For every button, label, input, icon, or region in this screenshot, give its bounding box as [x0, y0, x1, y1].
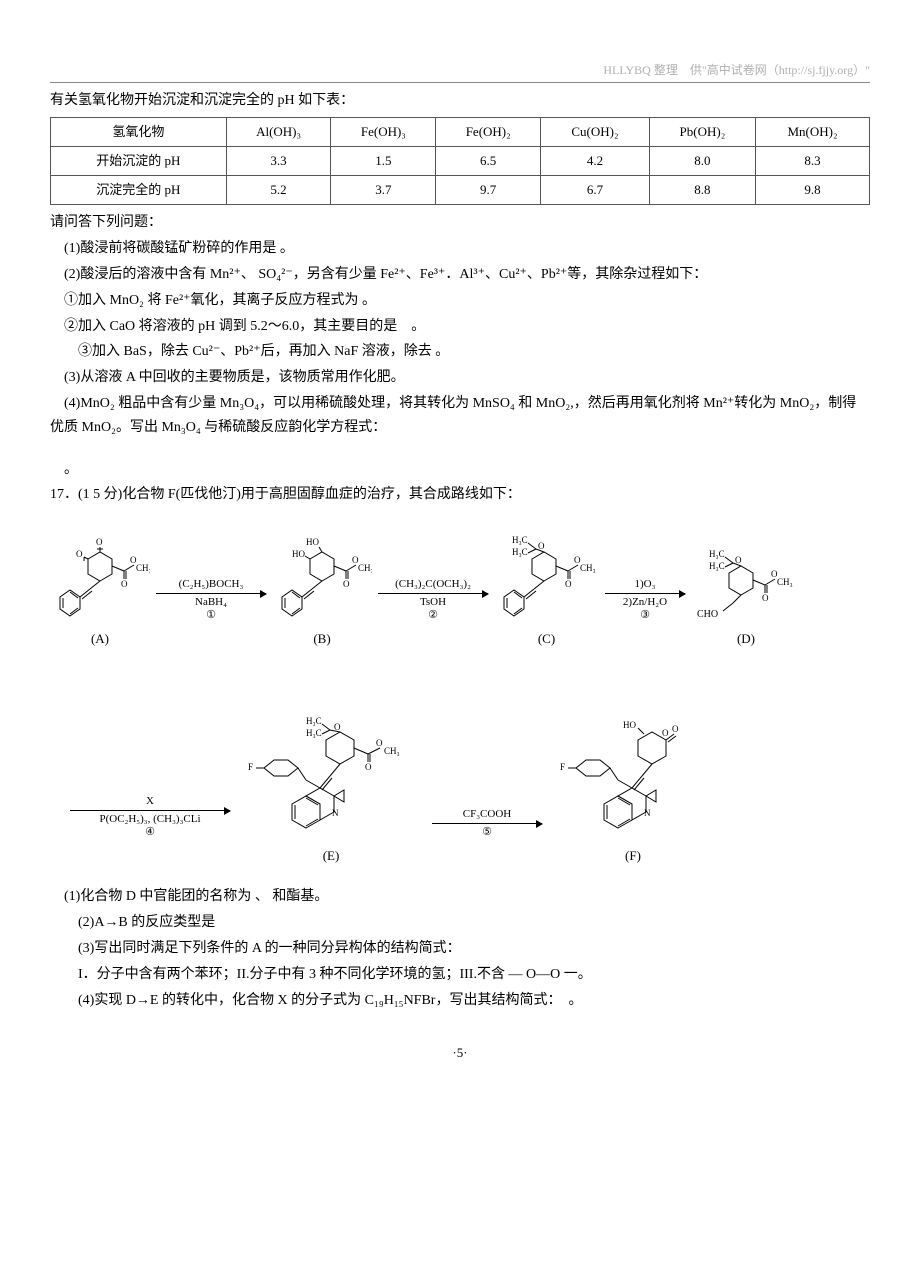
svg-text:CH₃: CH₃ [384, 746, 400, 756]
mol-A: O O O O CH₃ (A) [50, 521, 150, 650]
scheme-row-2: X P(OC₂H₅)₃, (CH₃)₃CLi ④ N F [50, 668, 870, 867]
svg-text:CH₃: CH₃ [358, 563, 372, 573]
svg-text:N: N [644, 808, 651, 818]
header-note-suffix: ）" [853, 63, 870, 77]
svg-text:O: O [565, 579, 572, 589]
arrow-line-icon [378, 593, 488, 594]
col-0: 氢氧化物 [51, 118, 227, 147]
svg-text:HO: HO [306, 537, 319, 547]
svg-text:F: F [248, 762, 253, 772]
svg-text:HO: HO [292, 549, 305, 559]
table-header-row: 氢氧化物 Al(OH)₃ Fe(OH)₃ Fe(OH)₂ Cu(OH)₂ Pb(… [51, 118, 870, 147]
mol-C-label: (C) [538, 628, 555, 650]
ph-table: 氢氧化物 Al(OH)₃ Fe(OH)₃ Fe(OH)₂ Cu(OH)₂ Pb(… [50, 117, 870, 205]
svg-text:H₃C: H₃C [306, 716, 322, 726]
table-row: 开始沉淀的 pH 3.3 1.5 6.5 4.2 8.0 8.3 [51, 147, 870, 176]
mol-D-svg: CHO O H₃C H₃C O O CH₃ [691, 521, 801, 626]
col-3: Fe(OH)₂ [436, 118, 541, 147]
svg-text:O: O [762, 593, 769, 603]
svg-text:O: O [735, 555, 742, 565]
scheme-row-1: O O O O CH₃ (A) (C₂H₅)BOCH₃ NaBH₄ ① [50, 521, 870, 650]
arrow-5: CF₃COOH ⑤ [432, 808, 542, 839]
arrow-line-icon [605, 593, 685, 594]
col-4: Cu(OH)₂ [541, 118, 650, 147]
sub-q4: (4)实现 D→E 的转化中，化合物 X 的分子式为 C₁₉H₁₅NFBr，写出… [50, 989, 870, 1013]
svg-text:O: O [96, 537, 103, 547]
svg-text:N: N [332, 808, 339, 818]
header-note-link[interactable]: http://sj.fjjy.org [779, 63, 853, 77]
arrow-line-icon [70, 810, 230, 811]
svg-text:O: O [121, 579, 128, 589]
mol-A-label: (A) [91, 628, 109, 650]
table-row: 沉淀完全的 pH 5.2 3.7 9.7 6.7 8.8 9.8 [51, 176, 870, 205]
q2-3: ③加入 BaS，除去 Cu²⁻、Pb²⁺后，再加入 NaF 溶液，除去 。 [50, 340, 870, 364]
svg-text:O: O [376, 738, 383, 748]
intro-line: 有关氢氧化物开始沉淀和沉淀完全的 pH 如下表： [50, 89, 870, 113]
svg-text:O: O [365, 762, 372, 772]
svg-text:H₃C: H₃C [512, 547, 528, 557]
sub-q3: (3)写出同时满足下列条件的 A 的一种同分异构体的结构简式： [50, 937, 870, 961]
mol-F-label: (F) [625, 845, 641, 867]
header-note: HLLYBQ 整理 供"高中试卷网（http://sj.fjjy.org）" [50, 60, 870, 83]
q2-intro: (2)酸浸后的溶液中含有 Mn²⁺、 SO₄²⁻，另含有少量 Fe²⁺、Fe³⁺… [50, 263, 870, 287]
col-5: Pb(OH)₂ [649, 118, 755, 147]
sub-q3a: I．分子中含有两个苯环；II.分子中有 3 种不同化学环境的氢；III.不含 —… [50, 963, 870, 987]
q4b: 。 [50, 458, 870, 482]
arrow-3: 1)O₃ 2)Zn/H₂O ③ [605, 578, 685, 623]
svg-text:HO: HO [623, 720, 636, 730]
mol-C: O H₃C H₃C O O CH₃ (C) [494, 521, 599, 650]
arrow-line-icon [432, 823, 542, 824]
svg-text:CHO: CHO [697, 609, 718, 620]
sub-q2: (2)A→B 的反应类型是 [50, 911, 870, 935]
mol-B: HO HO O O CH₃ (B) [272, 521, 372, 650]
mol-D: CHO O H₃C H₃C O O CH₃ (D) [691, 521, 801, 650]
svg-text:O: O [538, 541, 545, 551]
mol-E-label: (E) [323, 845, 340, 867]
page-footer: ·5· [50, 1042, 870, 1064]
mol-B-label: (B) [313, 628, 330, 650]
q-prompt: 请问答下列问题： [50, 211, 870, 235]
svg-text:O: O [334, 722, 341, 732]
mol-F: N F HO O O (F) [548, 668, 718, 867]
col-1: Al(OH)₃ [226, 118, 331, 147]
mol-A-svg: O O O O CH₃ [50, 521, 150, 626]
svg-text:H₃C: H₃C [512, 535, 528, 545]
svg-text:O: O [672, 724, 679, 734]
svg-text:CH₃: CH₃ [136, 563, 150, 573]
reaction-scheme: O O O O CH₃ (A) (C₂H₅)BOCH₃ NaBH₄ ① [50, 521, 870, 867]
header-note-prefix: HLLYBQ 整理 供"高中试卷网（ [603, 63, 778, 77]
col-6: Mn(OH)₂ [755, 118, 869, 147]
mol-C-svg: O H₃C H₃C O O CH₃ [494, 521, 599, 626]
sub-q1: (1)化合物 D 中官能团的名称为 、 和酯基。 [50, 885, 870, 909]
svg-text:CH₃: CH₃ [580, 563, 596, 573]
arrow-line-icon [156, 593, 266, 594]
q3: (3)从溶液 A 中回收的主要物质是，该物质常用作化肥。 [50, 366, 870, 390]
svg-text:O: O [343, 579, 350, 589]
svg-text:CH₃: CH₃ [777, 577, 793, 587]
mol-E: N F O H₃C H₃C [236, 668, 426, 867]
svg-text:H₃C: H₃C [709, 549, 725, 559]
arrow-1: (C₂H₅)BOCH₃ NaBH₄ ① [156, 578, 266, 623]
col-2: Fe(OH)₃ [331, 118, 436, 147]
svg-text:H₃C: H₃C [709, 561, 725, 571]
mol-B-svg: HO HO O O CH₃ [272, 521, 372, 626]
arrow-2: (CH₃)₂C(OCH₃)₂ TsOH ② [378, 578, 488, 623]
mol-D-label: (D) [737, 628, 755, 650]
q17-intro: 17．(1 5 分)化合物 F(匹伐他汀)用于高胆固醇血症的治疗，其合成路线如下… [50, 483, 870, 507]
q4a: (4)MnO₂ 粗品中含有少量 Mn₃O₄，可以用稀硫酸处理，将其转化为 MnS… [50, 392, 870, 440]
svg-text:O: O [76, 549, 83, 559]
svg-text:O: O [662, 728, 669, 738]
svg-text:H₃C: H₃C [306, 728, 322, 738]
svg-text:F: F [560, 762, 565, 772]
q1: (1)酸浸前将碳酸锰矿粉碎的作用是 。 [50, 237, 870, 261]
mol-F-svg: N F HO O O [548, 668, 718, 843]
arrow-4: X P(OC₂H₅)₃, (CH₃)₃CLi ④ [70, 795, 230, 840]
q2-1: ①加入 MnO₂ 将 Fe²⁺氧化，其离子反应方程式为 。 [50, 289, 870, 313]
q2-2: ②加入 CaO 将溶液的 pH 调到 5.2～6.0，其主要目的是 。 [50, 315, 870, 339]
mol-E-svg: N F O H₃C H₃C [236, 668, 426, 843]
